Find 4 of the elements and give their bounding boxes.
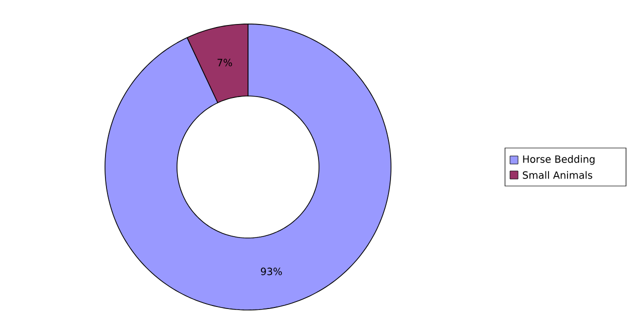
data-label: 7% (218, 58, 232, 66)
legend-label: Small Animals (522, 171, 592, 179)
data-label: 93% (260, 268, 282, 276)
legend-label: Horse Bedding (523, 155, 594, 165)
